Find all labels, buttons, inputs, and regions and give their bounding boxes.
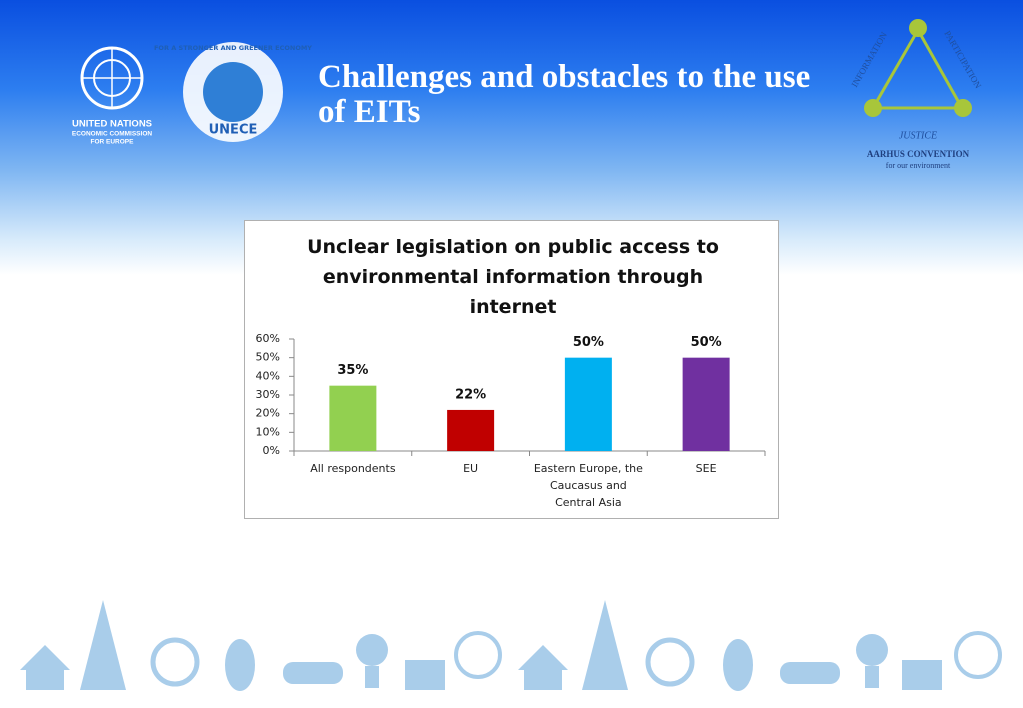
aarhus-text: AARHUS CONVENTION bbox=[867, 149, 970, 159]
slide-title: Challenges and obstacles to the use of E… bbox=[318, 59, 811, 130]
unece-logo: FOR A STRONGER AND GREENER ECONOMY UNECE bbox=[154, 42, 312, 142]
bar bbox=[682, 357, 730, 451]
un-text: UNITED NATIONS bbox=[72, 119, 152, 130]
y-tick-label: 20% bbox=[256, 407, 280, 420]
x-tick-label: EU bbox=[463, 462, 479, 475]
un-text: FOR EUROPE bbox=[91, 139, 135, 146]
x-tick-label: Eastern Europe, the Caucasus and Central… bbox=[533, 462, 643, 509]
aarhus-text: for our environment bbox=[886, 161, 951, 170]
aarhus-text: JUSTICE bbox=[899, 130, 937, 141]
value-label: 35% bbox=[337, 363, 368, 378]
y-tick-label: 60% bbox=[256, 332, 280, 345]
icon-strip bbox=[20, 600, 1002, 691]
y-tick-label: 30% bbox=[256, 388, 280, 401]
un-text: ECONOMIC COMMISSION bbox=[72, 131, 152, 138]
value-label: 50% bbox=[691, 335, 722, 350]
bar bbox=[329, 385, 377, 451]
y-tick-label: 50% bbox=[256, 351, 280, 364]
un-logo: UNITED NATIONS ECONOMIC COMMISSION FOR E… bbox=[72, 46, 152, 146]
bar bbox=[564, 357, 612, 451]
y-tick-label: 10% bbox=[256, 425, 280, 438]
x-tick-label: All respondents bbox=[310, 462, 396, 475]
unece-name: UNECE bbox=[209, 123, 258, 138]
unece-ring: FOR A STRONGER AND GREENER ECONOMY bbox=[154, 44, 312, 52]
y-tick-label: 40% bbox=[256, 369, 280, 382]
chart-title: Unclear legislation on public access to … bbox=[307, 236, 719, 318]
value-label: 22% bbox=[455, 387, 486, 402]
value-label: 50% bbox=[573, 335, 604, 350]
bar bbox=[447, 409, 495, 451]
y-tick-label: 0% bbox=[263, 444, 280, 457]
x-tick-label: SEE bbox=[695, 462, 717, 475]
